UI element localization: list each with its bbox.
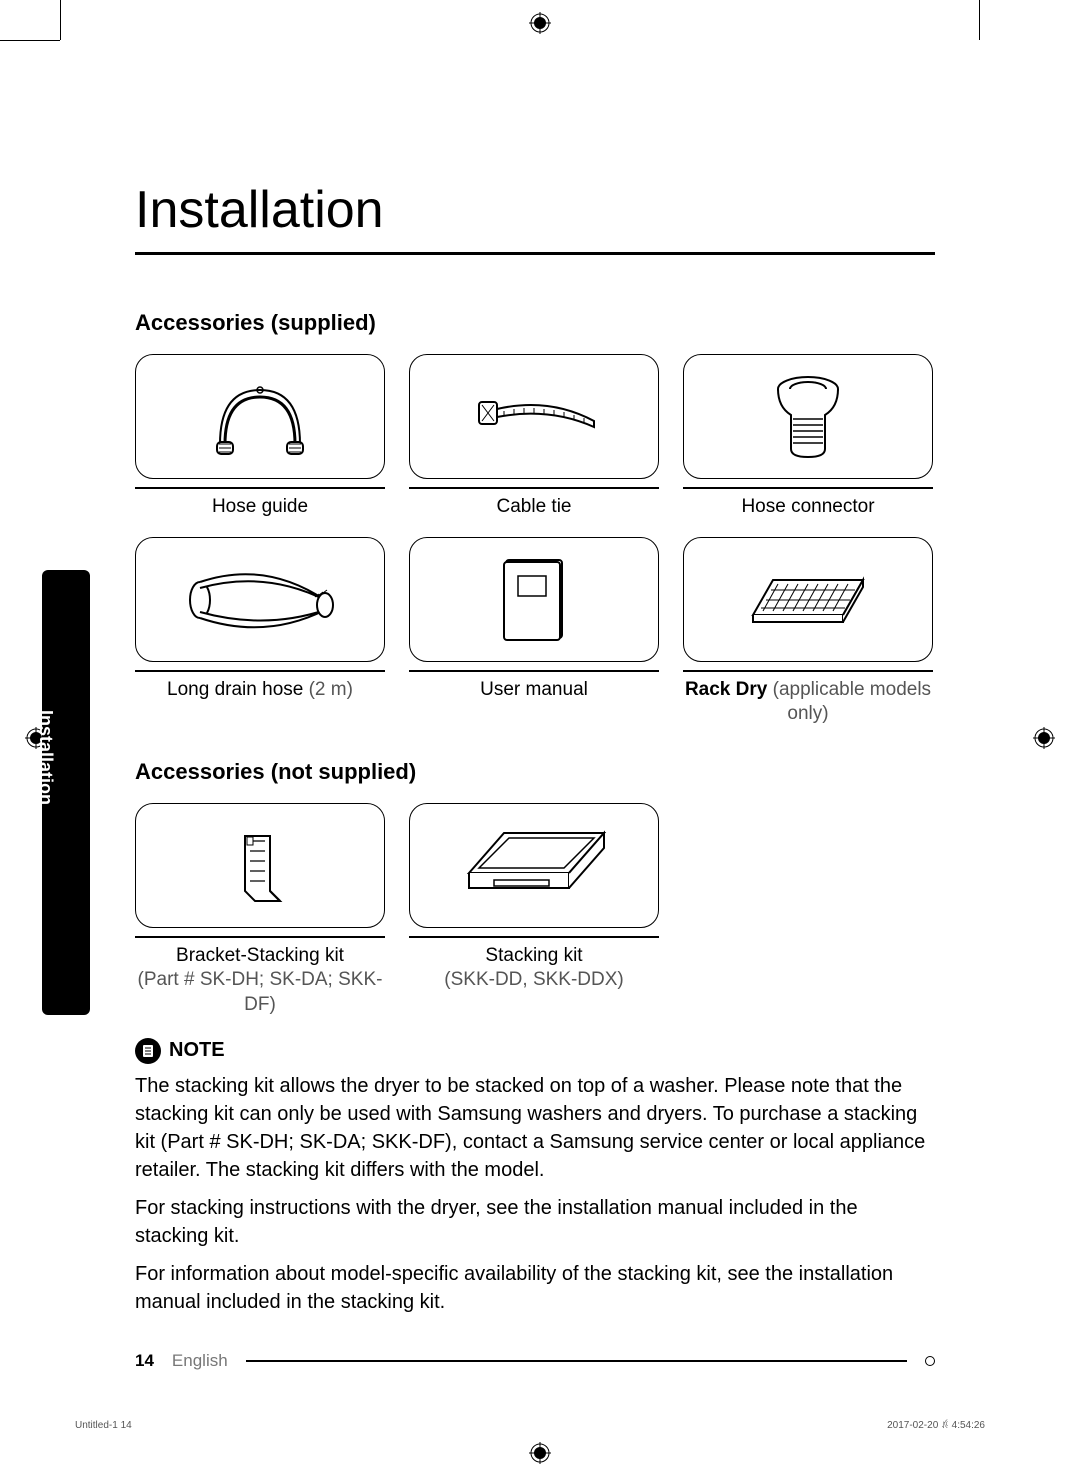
accessory-cell: Hose connector xyxy=(683,354,933,519)
section-heading-not-supplied: Accessories (not supplied) xyxy=(135,759,935,785)
side-tab-label: Installation xyxy=(35,710,56,805)
cable-tie-icon xyxy=(409,354,659,479)
page-title: Installation xyxy=(135,180,384,240)
bracket-kit-icon xyxy=(135,803,385,928)
print-job-id: Untitled-1 14 xyxy=(75,1420,132,1431)
accessory-cell: Cable tie xyxy=(409,354,659,519)
note-heading-text: NOTE xyxy=(169,1039,225,1062)
cell-rule xyxy=(409,670,659,672)
accessory-cell: Rack Dry (applicable models only) xyxy=(683,537,933,727)
side-tab: Installation xyxy=(42,570,90,1015)
accessory-label: Rack Dry (applicable models only) xyxy=(683,678,933,727)
crop-mark xyxy=(979,0,980,40)
registration-mark-icon xyxy=(529,12,551,34)
accessory-cell: Bracket-Stacking kit (Part # SK-DH; SK-D… xyxy=(135,803,385,1018)
cell-rule xyxy=(409,487,659,489)
title-rule xyxy=(135,252,935,255)
accessory-label: Hose connector xyxy=(683,495,933,520)
footer-rule xyxy=(246,1360,907,1362)
accessory-cell: Long drain hose (2 m) xyxy=(135,537,385,727)
registration-mark-icon xyxy=(529,1442,551,1464)
note-paragraph: For stacking instructions with the dryer… xyxy=(135,1194,935,1250)
note-block: NOTE The stacking kit allows the dryer t… xyxy=(135,1038,935,1316)
user-manual-icon xyxy=(409,537,659,662)
crop-mark xyxy=(0,40,60,41)
accessory-label: Bracket-Stacking kit (Part # SK-DH; SK-D… xyxy=(135,944,385,1018)
cell-rule xyxy=(135,670,385,672)
rack-dry-icon xyxy=(683,537,933,662)
footer: 14 English xyxy=(135,1351,935,1371)
hose-guide-icon xyxy=(135,354,385,479)
footer-endcap-icon xyxy=(923,1354,937,1368)
supplied-grid: Hose guide Cable tie xyxy=(135,354,935,727)
cell-rule xyxy=(409,936,659,938)
note-paragraph: For information about model-specific ava… xyxy=(135,1260,935,1316)
drain-hose-icon xyxy=(135,537,385,662)
accessory-cell: User manual xyxy=(409,537,659,727)
crop-mark xyxy=(60,0,61,40)
page-number: 14 xyxy=(135,1351,154,1371)
content-area: Accessories (supplied) Hose guide xyxy=(135,310,935,1326)
page-language: English xyxy=(172,1351,228,1371)
not-supplied-grid: Bracket-Stacking kit (Part # SK-DH; SK-D… xyxy=(135,803,935,1018)
note-paragraph: The stacking kit allows the dryer to be … xyxy=(135,1072,935,1184)
note-icon xyxy=(135,1038,161,1064)
accessory-cell: Hose guide xyxy=(135,354,385,519)
accessory-label: Hose guide xyxy=(135,495,385,520)
cell-rule xyxy=(683,670,933,672)
cell-rule xyxy=(135,936,385,938)
note-heading: NOTE xyxy=(135,1038,935,1064)
stacking-kit-icon xyxy=(409,803,659,928)
accessory-label: Long drain hose (2 m) xyxy=(135,678,385,703)
accessory-label: User manual xyxy=(409,678,659,703)
accessory-label: Stacking kit (SKK-DD, SKK-DDX) xyxy=(409,944,659,993)
accessory-label: Cable tie xyxy=(409,495,659,520)
registration-mark-icon xyxy=(1033,727,1055,749)
accessory-cell: Stacking kit (SKK-DD, SKK-DDX) xyxy=(409,803,659,1018)
section-heading-supplied: Accessories (supplied) xyxy=(135,310,935,336)
cell-rule xyxy=(683,487,933,489)
hose-connector-icon xyxy=(683,354,933,479)
print-timestamp: 2017-02-20 ꄅ 4:54:26 xyxy=(887,1418,985,1431)
cell-rule xyxy=(135,487,385,489)
